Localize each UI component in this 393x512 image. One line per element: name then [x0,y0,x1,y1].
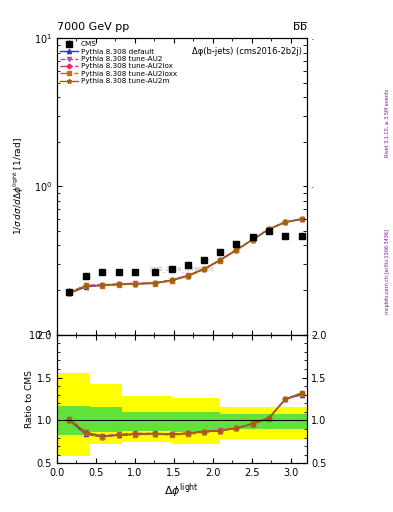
Line: Pythia 8.308 tune-AU2loxx: Pythia 8.308 tune-AU2loxx [68,218,304,295]
Pythia 8.308 tune-AU2m [218,257,222,263]
Pythia 8.308 tune-AU2loxx [132,281,137,287]
Pythia 8.308 tune-AU2 [250,236,255,242]
Pythia 8.308 tune-AU2lox [67,290,72,296]
Pythia 8.308 tune-AU2 [153,280,158,286]
Pythia 8.308 tune-AU2loxx [218,258,222,264]
Pythia 8.308 tune-AU2 [100,282,105,288]
Text: b̅b̅: b̅b̅ [292,22,307,32]
Pythia 8.308 tune-AU2 [299,216,304,222]
Legend: CMS, Pythia 8.308 default, Pythia 8.308 tune-AU2, Pythia 8.308 tune-AU2lox, Pyth: CMS, Pythia 8.308 default, Pythia 8.308 … [59,40,178,86]
Pythia 8.308 tune-AU2m [132,281,137,287]
Pythia 8.308 tune-AU2lox [267,226,272,232]
Pythia 8.308 tune-AU2loxx [202,266,207,272]
Text: Rivet 3.1.10, ≥ 3.5M events: Rivet 3.1.10, ≥ 3.5M events [385,89,390,157]
Pythia 8.308 tune-AU2m [83,283,88,289]
Line: Pythia 8.308 tune-AU2m: Pythia 8.308 tune-AU2m [67,217,304,295]
Pythia 8.308 tune-AU2 [169,277,174,283]
Pythia 8.308 tune-AU2 [83,282,88,288]
Pythia 8.308 default [132,281,137,287]
Pythia 8.308 tune-AU2m [116,281,121,287]
Text: Δφ(b-jets) (cms2016-2b2j): Δφ(b-jets) (cms2016-2b2j) [191,47,301,56]
Pythia 8.308 tune-AU2lox [185,273,190,279]
Pythia 8.308 tune-AU2lox [202,266,207,272]
Pythia 8.308 tune-AU2loxx [185,273,190,279]
Pythia 8.308 tune-AU2 [67,289,72,295]
Pythia 8.308 tune-AU2loxx [116,282,121,288]
Pythia 8.308 tune-AU2m [234,247,239,253]
Pythia 8.308 tune-AU2 [218,257,222,263]
Text: mcplots.cern.ch [arXiv:1306.3436]: mcplots.cern.ch [arXiv:1306.3436] [385,229,390,314]
Pythia 8.308 tune-AU2loxx [299,216,304,222]
Pythia 8.308 default [283,219,288,225]
Pythia 8.308 default [267,226,272,232]
Pythia 8.308 default [153,280,158,286]
Pythia 8.308 tune-AU2loxx [100,283,105,289]
Pythia 8.308 tune-AU2lox [169,278,174,284]
Pythia 8.308 tune-AU2lox [234,247,239,253]
Pythia 8.308 default [234,247,239,253]
Pythia 8.308 tune-AU2lox [83,283,88,289]
Pythia 8.308 default [218,257,222,263]
Pythia 8.308 tune-AU2lox [218,258,222,264]
Pythia 8.308 tune-AU2 [283,219,288,225]
Pythia 8.308 tune-AU2m [67,290,72,296]
Pythia 8.308 tune-AU2loxx [283,219,288,225]
Text: CMS_2016_I1486238: CMS_2016_I1486238 [149,267,214,272]
Pythia 8.308 tune-AU2loxx [267,226,272,232]
Pythia 8.308 tune-AU2m [169,277,174,283]
Line: Pythia 8.308 tune-AU2lox: Pythia 8.308 tune-AU2lox [68,217,304,295]
Pythia 8.308 tune-AU2m [267,226,272,232]
Pythia 8.308 tune-AU2lox [283,219,288,225]
Pythia 8.308 tune-AU2m [202,266,207,272]
Y-axis label: Ratio to CMS: Ratio to CMS [25,370,34,428]
Pythia 8.308 tune-AU2lox [116,282,121,288]
Pythia 8.308 tune-AU2loxx [169,278,174,284]
Pythia 8.308 tune-AU2m [283,219,288,225]
Pythia 8.308 tune-AU2loxx [234,247,239,253]
Line: Pythia 8.308 default: Pythia 8.308 default [67,217,304,295]
Pythia 8.308 tune-AU2lox [153,280,158,286]
Pythia 8.308 tune-AU2m [100,282,105,288]
Pythia 8.308 tune-AU2 [185,272,190,279]
Pythia 8.308 default [299,216,304,222]
Pythia 8.308 tune-AU2m [250,237,255,243]
Pythia 8.308 tune-AU2m [153,280,158,286]
Pythia 8.308 default [83,284,88,290]
Pythia 8.308 default [116,282,121,288]
X-axis label: $\Delta\phi^{\rm light}$: $\Delta\phi^{\rm light}$ [164,481,199,500]
Pythia 8.308 tune-AU2 [234,247,239,253]
Pythia 8.308 default [169,277,174,283]
Pythia 8.308 tune-AU2loxx [250,237,255,243]
Pythia 8.308 tune-AU2m [299,216,304,222]
Pythia 8.308 default [250,237,255,243]
Pythia 8.308 default [185,272,190,279]
Pythia 8.308 tune-AU2lox [250,237,255,243]
Pythia 8.308 tune-AU2loxx [83,283,88,289]
Y-axis label: $1/\sigma\,d\sigma/d\Delta\phi^{\rm light}$ [1/rad]: $1/\sigma\,d\sigma/d\Delta\phi^{\rm ligh… [11,138,26,236]
Pythia 8.308 tune-AU2loxx [153,281,158,287]
Pythia 8.308 tune-AU2 [116,281,121,287]
Pythia 8.308 tune-AU2 [267,226,272,232]
Pythia 8.308 tune-AU2 [132,280,137,286]
Pythia 8.308 tune-AU2 [202,266,207,272]
Pythia 8.308 default [67,290,72,296]
Pythia 8.308 default [202,266,207,272]
Pythia 8.308 tune-AU2m [185,272,190,279]
Pythia 8.308 default [100,282,105,288]
Text: 7000 GeV pp: 7000 GeV pp [57,22,129,32]
Pythia 8.308 tune-AU2lox [100,282,105,288]
Pythia 8.308 tune-AU2loxx [67,290,72,296]
Pythia 8.308 tune-AU2lox [132,281,137,287]
Line: Pythia 8.308 tune-AU2: Pythia 8.308 tune-AU2 [67,217,304,294]
Pythia 8.308 tune-AU2lox [299,216,304,222]
